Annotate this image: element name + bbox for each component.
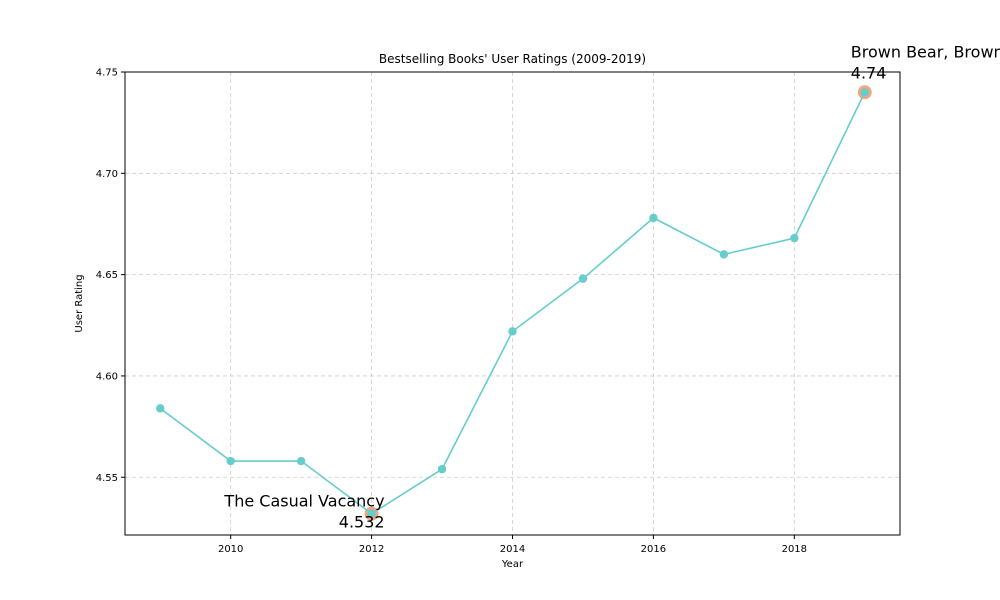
y-tick-label: 4.60 <box>96 371 118 382</box>
y-axis-label: User Rating <box>74 274 85 332</box>
chart-title: Bestselling Books' User Ratings (2009-20… <box>379 52 646 66</box>
data-point <box>790 233 799 243</box>
x-axis-label: Year <box>501 559 524 570</box>
y-tick-label: 4.70 <box>96 169 118 180</box>
x-tick-label: 2016 <box>641 544 666 555</box>
data-point <box>508 327 517 336</box>
y-tick-label: 4.55 <box>96 473 118 484</box>
data-point <box>437 464 447 474</box>
data-point <box>719 250 729 259</box>
plot-frame <box>124 71 901 536</box>
annotation-value: 4.74 <box>851 63 887 82</box>
data-point <box>578 274 588 283</box>
y-tick-label: 4.75 <box>96 68 118 79</box>
grid <box>125 71 900 535</box>
annotations: The Casual Vacancy 4.532 Brown Bear, Brown… <box>223 42 1000 531</box>
data-point <box>156 404 165 413</box>
y-tick-label: 4.65 <box>96 270 118 281</box>
plot-area <box>156 85 872 521</box>
annotation-label: The Casual Vacancy <box>223 492 384 511</box>
x-tick-label: 2012 <box>359 544 384 555</box>
data-point <box>649 213 658 223</box>
x-tick-label: 2010 <box>218 544 243 555</box>
annotation-value: 4.532 <box>339 513 385 532</box>
data-point <box>296 456 306 466</box>
data-point <box>367 509 376 518</box>
annotation-label: Brown Bear, Brown Bear, What Do You See? <box>851 42 1000 61</box>
ticks: 2010 2012 2014 2016 2018 4.55 4.60 4.65 4.70 4.75 <box>96 68 807 556</box>
data-point <box>860 88 869 97</box>
x-tick-label: 2018 <box>782 544 807 555</box>
x-tick-label: 2014 <box>500 544 525 555</box>
data-point <box>226 456 235 466</box>
